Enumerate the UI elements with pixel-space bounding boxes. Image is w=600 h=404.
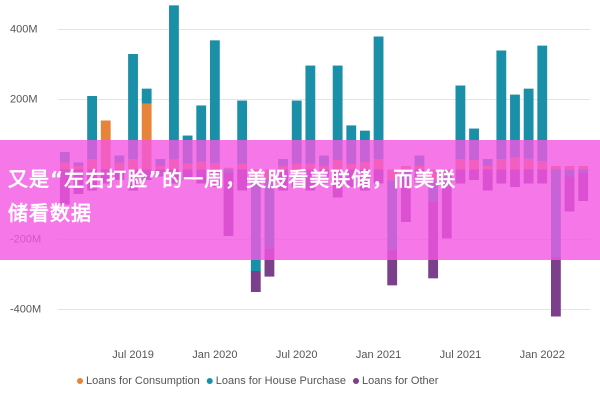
bar bbox=[496, 50, 507, 159]
bar bbox=[141, 88, 152, 104]
bar bbox=[196, 105, 207, 162]
legend-swatch bbox=[352, 378, 359, 384]
bar bbox=[250, 271, 261, 292]
bar bbox=[128, 54, 138, 159]
bar bbox=[373, 36, 384, 159]
legend-label: Loans for House Purchase bbox=[216, 375, 346, 387]
x-tick-label: Jan 2022 bbox=[520, 349, 565, 361]
bar bbox=[455, 85, 466, 159]
bar bbox=[209, 40, 220, 163]
bar bbox=[291, 100, 302, 164]
bar bbox=[87, 96, 98, 159]
x-tick-label: Jul 2021 bbox=[440, 349, 482, 361]
y-tick-label: 200M bbox=[10, 93, 38, 105]
bar bbox=[237, 100, 248, 164]
bar bbox=[332, 65, 343, 161]
legend-label: Loans for Other bbox=[362, 375, 439, 387]
legend-item: Loans for Other bbox=[352, 375, 439, 387]
banner-line: 又是“左右打脸”的一周，美股看美联储，而美联 bbox=[8, 167, 457, 191]
bar bbox=[510, 94, 520, 158]
bar bbox=[537, 45, 548, 162]
bar bbox=[550, 257, 561, 317]
x-tick-label: Jan 2020 bbox=[192, 349, 237, 361]
x-tick-label: Jan 2021 bbox=[356, 349, 401, 361]
legend-label: Loans for Consumption bbox=[86, 375, 200, 387]
x-tick-label: Jul 2019 bbox=[112, 349, 154, 361]
legend-item: Loans for House Purchase bbox=[206, 375, 346, 387]
legend-swatch bbox=[77, 378, 83, 384]
x-tick-label: Jul 2020 bbox=[276, 349, 318, 361]
bar bbox=[387, 250, 398, 286]
bar bbox=[523, 88, 534, 159]
legend-swatch bbox=[206, 378, 213, 384]
bar bbox=[305, 65, 316, 164]
banner-line: 储看数据 bbox=[8, 201, 92, 225]
bar bbox=[141, 103, 152, 170]
bar bbox=[169, 5, 179, 160]
y-tick-label: 400M bbox=[10, 23, 38, 35]
banner: 又是“左右打脸”的一周，美股看美联储，而美联 储看数据 bbox=[0, 140, 600, 260]
bar bbox=[264, 248, 275, 277]
legend-item: Loans for Consumption bbox=[77, 375, 200, 387]
y-tick-label: -400M bbox=[10, 303, 41, 315]
